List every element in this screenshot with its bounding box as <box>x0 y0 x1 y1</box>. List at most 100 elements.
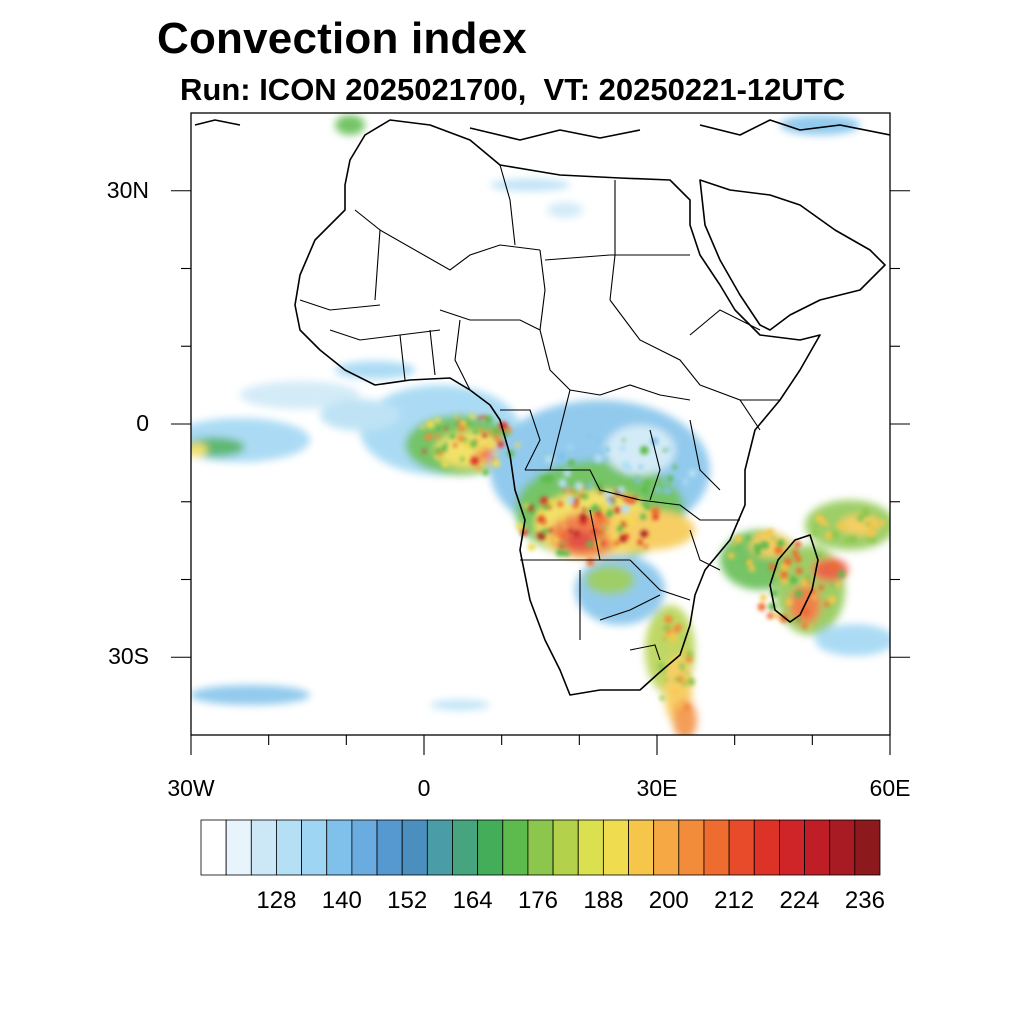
colorbar-swatch <box>703 819 730 876</box>
convection-cell <box>678 676 682 681</box>
convection-cell <box>540 519 547 526</box>
colorbar-swatch <box>225 819 252 876</box>
convection-cell <box>681 648 687 654</box>
convection-cell <box>494 452 498 456</box>
country-borders <box>299 164 780 661</box>
convection-cell <box>796 617 802 623</box>
convection-cell <box>568 529 573 534</box>
convection-cell <box>563 487 567 492</box>
convection-cell <box>682 479 688 485</box>
convection-cell <box>613 506 622 514</box>
convection-cell <box>667 475 674 482</box>
convection-cell <box>674 677 678 682</box>
convection-cell <box>599 502 609 512</box>
convection-cell <box>596 529 603 536</box>
colorbar-swatch <box>250 819 277 876</box>
colorbar-swatch <box>653 819 680 876</box>
convection-cell <box>458 424 466 432</box>
convection-cell <box>794 555 802 563</box>
convection-cell <box>813 523 818 527</box>
convection-cell <box>650 507 660 516</box>
convection-cell <box>678 705 682 709</box>
convection-cell <box>789 575 798 585</box>
convection-cell <box>812 529 818 536</box>
convection-cell <box>507 427 513 433</box>
convection-cell <box>605 508 614 517</box>
colorbar <box>200 819 881 876</box>
convection-cell <box>641 486 649 494</box>
convection-cell <box>422 449 427 454</box>
convection-cell <box>435 425 442 432</box>
convection-cell <box>827 595 837 604</box>
colorbar-swatch <box>577 819 604 876</box>
convection-cell <box>574 531 580 537</box>
colorbar-label: 200 <box>648 887 689 914</box>
convection-cell <box>683 704 691 712</box>
convection-cell <box>560 516 565 521</box>
convection-cell <box>745 535 751 541</box>
convection-cell <box>879 519 886 526</box>
convection-cell <box>469 413 476 419</box>
convection-cell <box>768 563 776 571</box>
convection-cell <box>802 623 808 629</box>
convection-cell <box>482 469 489 476</box>
colorbar-label: 236 <box>844 887 885 914</box>
convection-cell <box>544 454 554 464</box>
convection-cell <box>774 612 780 619</box>
convection-cell <box>604 457 609 462</box>
convection-cell <box>759 594 767 602</box>
convection-cell <box>553 537 559 543</box>
convection-cell <box>540 496 549 506</box>
convection-cell <box>757 603 766 611</box>
colorbar-swatch <box>426 819 453 876</box>
convection-cell <box>824 601 830 607</box>
convection-cell <box>443 426 448 431</box>
convection-cell <box>669 634 678 643</box>
convection-cell <box>616 524 625 533</box>
convection-cell <box>516 523 524 531</box>
lon-tick-label: 60E <box>869 775 911 801</box>
convection-cell <box>794 590 803 599</box>
convection-cell <box>661 670 666 675</box>
convection-cell <box>470 456 480 466</box>
convection-cell <box>643 544 648 549</box>
convection-cell <box>870 537 877 543</box>
convection-cell <box>774 546 783 555</box>
convection-cell <box>637 539 643 545</box>
convection-cell <box>759 530 763 535</box>
chart-subtitle: Run: ICON 2025021700, VT: 20250221-12UTC <box>180 72 846 107</box>
convection-cell <box>837 570 846 579</box>
convection-cell <box>586 540 594 548</box>
convection-cell <box>806 580 811 585</box>
convection-cell <box>825 531 833 540</box>
colorbar-swatch <box>678 819 705 876</box>
convection-cell <box>434 417 441 424</box>
convection-cell <box>493 427 499 433</box>
convection-cell <box>681 636 685 640</box>
lat-tick-label: 30S <box>108 643 149 670</box>
convection-cell <box>663 448 668 453</box>
colorbar-swatch <box>326 819 353 876</box>
convection-cell <box>599 540 605 547</box>
convection-cell <box>763 530 772 538</box>
convection-cell <box>613 539 620 546</box>
convection-cell <box>681 669 685 674</box>
convection-cell <box>861 508 871 517</box>
colorbar-swatch <box>804 819 831 876</box>
convection-cell <box>484 415 493 424</box>
colorbar-label: 212 <box>714 887 755 914</box>
convection-cell <box>515 442 521 448</box>
convection-cell <box>642 501 648 506</box>
convection-cell <box>469 440 478 448</box>
convection-cell <box>556 548 565 557</box>
convection-cell <box>557 501 564 508</box>
convection-cell <box>465 427 469 431</box>
convection-cell <box>678 663 685 670</box>
convection-cell <box>849 535 857 543</box>
convection-cell <box>581 493 589 500</box>
convection-cell <box>482 415 487 420</box>
convection-cell <box>463 442 471 449</box>
convection-cell <box>686 650 693 658</box>
convection-cell <box>820 518 827 526</box>
convection-cell <box>497 440 505 448</box>
